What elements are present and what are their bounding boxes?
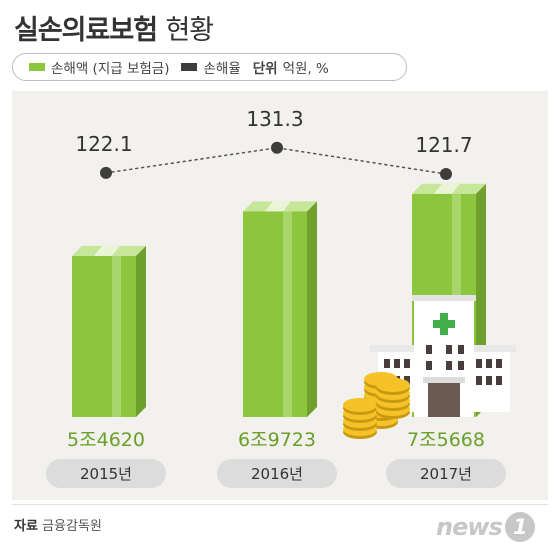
hospital-window xyxy=(486,359,492,368)
source-note: 자료 금융감독원 xyxy=(14,515,102,534)
loss-ratio-label: 122.1 xyxy=(75,132,132,156)
year-pill xyxy=(46,459,166,488)
footer-divider xyxy=(12,504,548,505)
cross-horizontal xyxy=(433,320,455,328)
hospital-window xyxy=(496,359,502,368)
bar-value-label: 7조5668 xyxy=(407,429,485,451)
hospital-window xyxy=(496,376,502,385)
unit-label: 단위 xyxy=(252,61,278,77)
hospital-window xyxy=(486,376,492,385)
bar-front xyxy=(243,211,307,417)
loss-ratio-label: 121.7 xyxy=(415,133,472,157)
bar-value-label: 5조4620 xyxy=(67,429,145,451)
bar-2016년 xyxy=(243,201,317,417)
bar-value-label: 6조9723 xyxy=(238,429,316,451)
loss-ratio-point xyxy=(440,168,452,181)
source-label: 자료 xyxy=(14,519,38,534)
bar-top-band xyxy=(94,245,120,256)
hospital-window xyxy=(404,359,410,368)
legend-line-swatch xyxy=(181,63,198,71)
logo-text: news xyxy=(436,513,503,541)
chart-svg: 122.1 131.3 121.7 5조4620 6조9723 7조5668 2015년 20… xyxy=(46,107,516,488)
x-tick-label: 2017년 xyxy=(420,465,472,483)
hospital-window xyxy=(426,345,432,354)
year-pill xyxy=(217,459,337,488)
coins-icon xyxy=(343,372,410,439)
chart-area: 122.1 131.3 121.7 5조4620 6조9723 7조5668 2015년 20… xyxy=(12,91,548,500)
bar-band xyxy=(283,211,292,417)
legend-line-label: 손해율 xyxy=(203,61,241,77)
news1-logo: news 1 xyxy=(436,509,535,545)
hospital-window xyxy=(476,376,482,385)
legend-bar-swatch xyxy=(29,63,45,71)
hospital-window xyxy=(458,361,464,370)
title-main: 실손의료보험 xyxy=(14,15,158,46)
legend-bar-label: 손해액 (지급 보험금) xyxy=(51,61,170,77)
loss-ratio-label: 131.3 xyxy=(246,107,303,131)
loss-ratio-point xyxy=(271,141,283,154)
chart-title: 실손의료보험 현황 xyxy=(14,8,214,47)
bar-band xyxy=(112,255,121,417)
hospital-window xyxy=(394,359,400,368)
unit-value: 억원, % xyxy=(282,61,329,77)
hospital-window xyxy=(476,359,482,368)
bar-front xyxy=(72,255,136,417)
title-sub: 현황 xyxy=(165,15,214,46)
loss-ratio-point xyxy=(100,166,112,179)
hospital-door xyxy=(428,383,460,417)
logo-mark: 1 xyxy=(504,512,535,542)
bar-top-band xyxy=(434,183,460,194)
hospital-window xyxy=(446,361,452,370)
hospital-window xyxy=(458,345,464,354)
x-tick-label: 2015년 xyxy=(80,465,132,483)
hospital-window xyxy=(384,359,390,368)
hospital-icon xyxy=(370,295,516,417)
year-pill xyxy=(386,459,506,488)
source-value: 금융감독원 xyxy=(42,519,102,534)
hospital-window xyxy=(404,376,410,385)
hospital-window xyxy=(446,345,452,354)
bar-side xyxy=(136,245,146,417)
bar-side xyxy=(307,201,317,417)
coin xyxy=(376,378,410,392)
legend: 손해액 (지급 보험금) 손해율 단위 억원, % xyxy=(12,53,407,81)
hospital-canopy xyxy=(423,377,465,383)
hospital-tower-top xyxy=(412,295,476,301)
coin xyxy=(343,398,377,412)
bar-2015년 xyxy=(72,245,146,417)
x-tick-label: 2016년 xyxy=(251,465,303,483)
bar-top-band xyxy=(265,201,291,212)
hospital-window xyxy=(426,361,432,370)
